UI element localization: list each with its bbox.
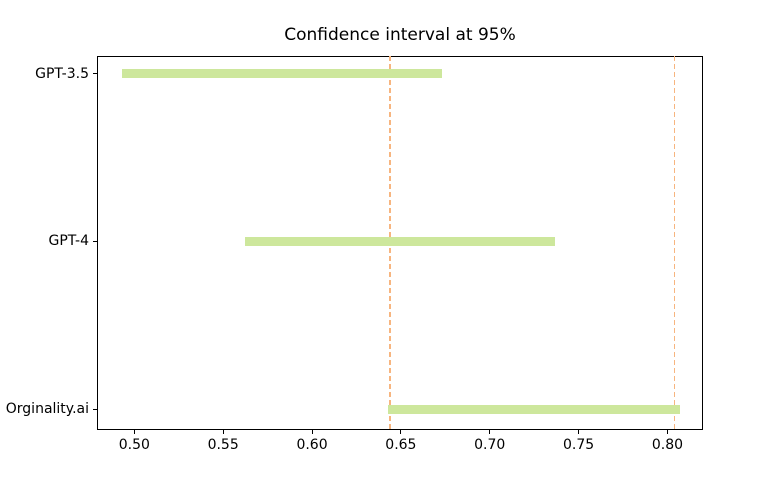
- x-tick-mark: [133, 430, 135, 434]
- x-tick-mark: [666, 430, 668, 434]
- y-tick-label: GPT-4: [48, 233, 89, 250]
- y-tick-mark: [93, 240, 97, 242]
- x-tick-label: 0.50: [118, 437, 150, 453]
- x-tick-label: 0.65: [385, 437, 417, 453]
- x-tick-label: 0.70: [474, 437, 506, 453]
- x-tick-label: 0.75: [563, 437, 595, 453]
- chart-title: Confidence interval at 95%: [284, 25, 516, 45]
- confidence-interval-bar: [244, 236, 556, 246]
- x-tick-label: 0.60: [296, 437, 328, 453]
- x-tick-mark: [578, 430, 580, 434]
- plot-area: 0.50 0.55 0.60 0.65 0.70 0.75 0.80 GPT-3.5 GPT-4…: [6, 56, 703, 453]
- y-tick-label: Orginality.ai: [5, 401, 89, 418]
- x-tick-mark: [489, 430, 491, 434]
- x-tick-label: 0.55: [207, 437, 239, 453]
- y-tick-mark: [93, 73, 97, 75]
- y-tick-mark: [93, 408, 97, 410]
- x-tick-mark: [400, 430, 402, 434]
- confidence-interval-bar: [388, 404, 680, 414]
- reference-vline: [673, 56, 676, 430]
- confidence-interval-bar: [121, 69, 442, 79]
- x-tick-mark: [311, 430, 313, 434]
- x-tick-mark: [222, 430, 224, 434]
- x-tick-label: 0.80: [651, 437, 684, 453]
- y-tick-label: GPT-3.5: [35, 65, 89, 82]
